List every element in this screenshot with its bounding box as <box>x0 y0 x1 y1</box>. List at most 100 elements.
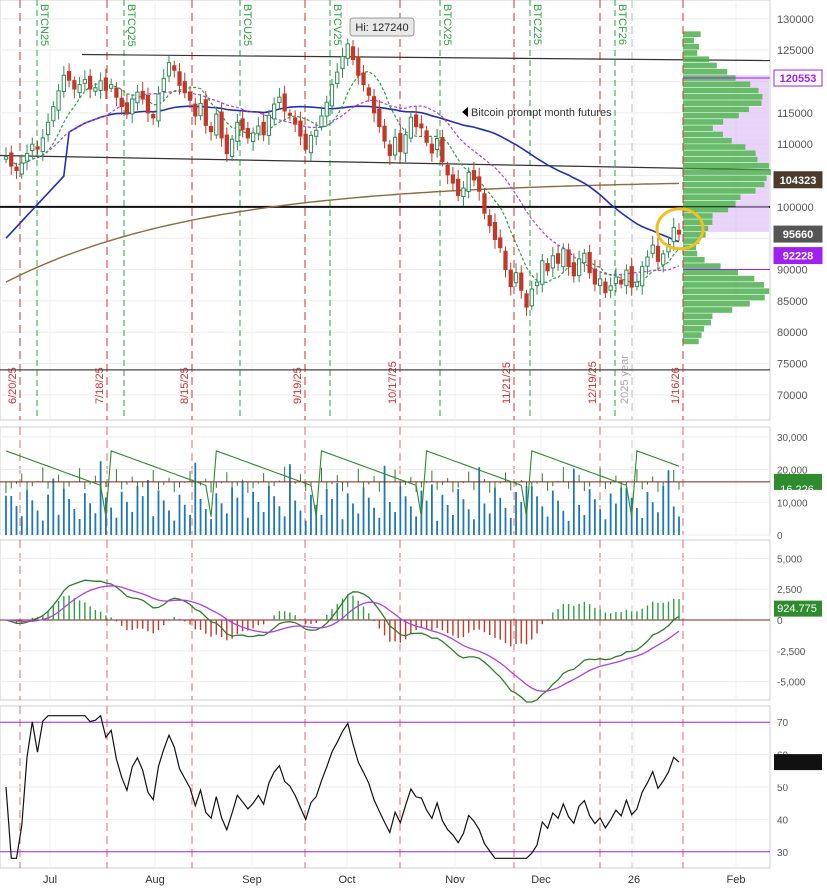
volume-bar <box>615 504 617 535</box>
volume-bar <box>110 508 112 535</box>
volume-bar <box>89 503 91 535</box>
candle-body <box>341 56 344 68</box>
candle-body <box>57 91 60 110</box>
contract-label: BTCQ25 <box>125 4 137 47</box>
value-area-fill <box>757 157 769 163</box>
contract-label: BTCV25 <box>331 4 343 46</box>
candle-body <box>283 94 286 111</box>
value-area-fill <box>764 182 769 188</box>
volume-profile-bar <box>683 150 756 156</box>
value-area-fill <box>740 194 769 200</box>
month-axis-label: Dec <box>531 874 551 886</box>
candle-body <box>251 133 254 142</box>
volume-profile-bar <box>683 81 750 87</box>
candle-body <box>115 88 118 97</box>
volume-bar <box>58 515 60 535</box>
candle-body <box>609 286 612 290</box>
candle-body <box>504 251 507 269</box>
volume-bar <box>373 508 375 535</box>
candle-body <box>583 253 586 262</box>
volume-bar <box>583 515 585 535</box>
volume-bar <box>557 501 559 535</box>
volume-bar <box>678 517 680 535</box>
candle-body <box>204 100 207 126</box>
candle-body <box>514 273 517 283</box>
volume-bar <box>594 499 596 535</box>
candle-body <box>462 188 465 196</box>
candle-body <box>451 175 454 183</box>
volume-bar <box>578 505 580 535</box>
candle-body <box>388 145 391 156</box>
month-axis-label: Jul <box>43 874 57 886</box>
candle-body <box>141 91 144 99</box>
candle-body <box>67 71 70 80</box>
volume-bar <box>147 480 149 535</box>
price-tick-label: 115000 <box>777 108 813 120</box>
candle-body <box>262 122 265 135</box>
volume-profile-bar <box>683 176 767 182</box>
candle-body <box>267 115 270 135</box>
value-area-fill <box>728 207 769 213</box>
volume-bar <box>641 518 643 535</box>
candle-body <box>472 171 475 180</box>
volume-bar <box>121 492 123 535</box>
candle-body <box>525 294 528 307</box>
candle-body <box>220 112 223 138</box>
candle-body <box>10 153 13 166</box>
volume-bar <box>79 519 81 535</box>
candle-body <box>78 85 81 93</box>
volume-bar <box>68 499 70 535</box>
candle-body <box>572 263 575 276</box>
candle-body <box>152 115 155 118</box>
contract-label: BTCN25 <box>38 4 50 46</box>
expiry-date-label: 7/18/25 <box>94 367 106 404</box>
expiry-date-label: 9/19/25 <box>292 367 304 404</box>
volume-profile-bar <box>683 100 761 106</box>
candle-body <box>94 88 97 91</box>
candle-body <box>294 118 297 124</box>
value-area-fill <box>756 150 769 156</box>
volume-profile-bar <box>683 107 749 113</box>
value-area-fill <box>708 226 769 232</box>
volume-bar <box>194 463 196 535</box>
candle-body <box>31 144 34 150</box>
candle-body <box>646 257 649 266</box>
candle-body <box>236 122 239 141</box>
candle-body <box>246 129 249 138</box>
candle-body <box>425 131 428 142</box>
volume-bar <box>284 516 286 535</box>
candle-body <box>346 44 349 58</box>
volume-profile-bar <box>683 219 712 225</box>
candle-body <box>20 163 23 174</box>
candle-body <box>530 289 533 306</box>
volume-bar <box>457 489 459 535</box>
candle-body <box>446 165 449 174</box>
candle-body <box>556 254 559 264</box>
volume-bar <box>399 486 401 535</box>
candle-body <box>478 177 481 191</box>
pane-frame-1 <box>0 0 770 420</box>
month-axis-label: Oct <box>338 874 355 886</box>
volume-bar <box>163 500 165 535</box>
month-axis-label: Sep <box>242 874 262 886</box>
volume-bar <box>499 498 501 535</box>
candle-body <box>535 282 538 286</box>
volume-bar <box>331 499 333 535</box>
candle-body <box>372 97 375 113</box>
volume-bar <box>410 506 412 535</box>
candle-body <box>83 80 86 84</box>
contract-label: BTCF26 <box>616 4 628 45</box>
volume-bar <box>321 515 323 535</box>
volume-profile-bar <box>683 44 699 50</box>
volume-bar <box>384 466 386 535</box>
value-area-fill <box>739 113 769 119</box>
month-axis-label: 26 <box>628 874 640 886</box>
candle-body <box>551 256 554 268</box>
candle-body <box>199 103 202 115</box>
volume-last-label: 16,226 <box>780 484 814 496</box>
volume-bar <box>478 467 480 535</box>
price-tick-label: 110000 <box>777 139 813 151</box>
candle-body <box>73 81 76 89</box>
candle-body <box>188 92 191 100</box>
